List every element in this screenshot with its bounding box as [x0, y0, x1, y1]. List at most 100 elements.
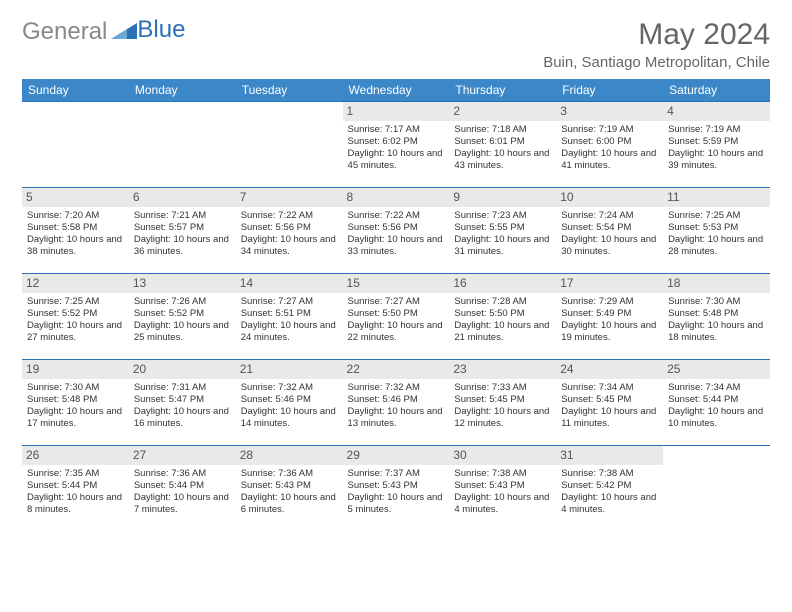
sunrise-text: Sunrise: 7:19 AM	[668, 124, 765, 136]
calendar-day-cell: 12Sunrise: 7:25 AMSunset: 5:52 PMDayligh…	[22, 274, 129, 360]
day-number: 1	[343, 102, 450, 121]
day-number: 18	[663, 274, 770, 293]
day-number: 10	[556, 188, 663, 207]
title-block: May 2024 Buin, Santiago Metropolitan, Ch…	[543, 18, 770, 71]
sunrise-text: Sunrise: 7:17 AM	[348, 124, 445, 136]
day-number: 9	[449, 188, 556, 207]
logo: General Blue	[22, 18, 185, 46]
sunset-text: Sunset: 5:50 PM	[454, 308, 551, 320]
daylight-text: Daylight: 10 hours and 41 minutes.	[561, 148, 658, 172]
weekday-header: Tuesday	[236, 79, 343, 102]
day-number: 20	[129, 360, 236, 379]
weekday-header: Friday	[556, 79, 663, 102]
sunrise-text: Sunrise: 7:38 AM	[561, 468, 658, 480]
sunrise-text: Sunrise: 7:30 AM	[668, 296, 765, 308]
daylight-text: Daylight: 10 hours and 45 minutes.	[348, 148, 445, 172]
sunrise-text: Sunrise: 7:18 AM	[454, 124, 551, 136]
sunrise-text: Sunrise: 7:31 AM	[134, 382, 231, 394]
sunrise-text: Sunrise: 7:20 AM	[27, 210, 124, 222]
day-number: 27	[129, 446, 236, 465]
header: General Blue May 2024 Buin, Santiago Met…	[22, 18, 770, 71]
sunrise-text: Sunrise: 7:36 AM	[241, 468, 338, 480]
daylight-text: Daylight: 10 hours and 16 minutes.	[134, 406, 231, 430]
calendar-day-cell: 11 Sunrise: 7:25 AMSunset: 5:53 PMDayligh…	[663, 188, 770, 274]
calendar-day-cell: 26Sunrise: 7:35 AMSunset: 5:44 PMDayligh…	[22, 446, 129, 532]
daylight-text: Daylight: 10 hours and 4 minutes.	[561, 492, 658, 516]
day-number: 5	[22, 188, 129, 207]
day-number: 25	[663, 360, 770, 379]
day-number: 4	[663, 102, 770, 121]
calendar-day-cell: 18Sunrise: 7:30 AMSunset: 5:48 PMDayligh…	[663, 274, 770, 360]
day-number: 11	[663, 188, 770, 207]
daylight-text: Daylight: 10 hours and 6 minutes.	[241, 492, 338, 516]
calendar-day-cell: 8Sunrise: 7:22 AMSunset: 5:56 PMDaylight…	[343, 188, 450, 274]
sunset-text: Sunset: 6:01 PM	[454, 136, 551, 148]
daylight-text: Daylight: 10 hours and 38 minutes.	[27, 234, 124, 258]
sunset-text: Sunset: 6:02 PM	[348, 136, 445, 148]
sunset-text: Sunset: 5:52 PM	[134, 308, 231, 320]
sunrise-text: Sunrise: 7:23 AM	[454, 210, 551, 222]
calendar-day-cell: 24Sunrise: 7:34 AMSunset: 5:45 PMDayligh…	[556, 360, 663, 446]
sunrise-text: Sunrise: 7:36 AM	[134, 468, 231, 480]
daylight-text: Daylight: 10 hours and 19 minutes.	[561, 320, 658, 344]
day-number: 22	[343, 360, 450, 379]
sunrise-text: Sunrise: 7:25 AM	[668, 210, 765, 222]
sunrise-text: Sunrise: 7:37 AM	[348, 468, 445, 480]
daylight-text: Daylight: 10 hours and 8 minutes.	[27, 492, 124, 516]
calendar-day-cell: 22Sunrise: 7:32 AMSunset: 5:46 PMDayligh…	[343, 360, 450, 446]
calendar-table: SundayMondayTuesdayWednesdayThursdayFrid…	[22, 79, 770, 532]
calendar-day-cell	[663, 446, 770, 532]
sunrise-text: Sunrise: 7:34 AM	[668, 382, 765, 394]
sunset-text: Sunset: 5:49 PM	[561, 308, 658, 320]
day-number: 19	[22, 360, 129, 379]
day-number: 23	[449, 360, 556, 379]
sunrise-text: Sunrise: 7:19 AM	[561, 124, 658, 136]
sunset-text: Sunset: 5:46 PM	[241, 394, 338, 406]
sunset-text: Sunset: 5:56 PM	[348, 222, 445, 234]
calendar-week-row: 26Sunrise: 7:35 AMSunset: 5:44 PMDayligh…	[22, 446, 770, 532]
sunset-text: Sunset: 5:44 PM	[134, 480, 231, 492]
sunrise-text: Sunrise: 7:25 AM	[27, 296, 124, 308]
day-number: 14	[236, 274, 343, 293]
calendar-day-cell: 5 Sunrise: 7:20 AMSunset: 5:58 PMDaylight…	[22, 188, 129, 274]
sunrise-text: Sunrise: 7:27 AM	[241, 296, 338, 308]
sunset-text: Sunset: 5:53 PM	[668, 222, 765, 234]
calendar-day-cell: 29Sunrise: 7:37 AMSunset: 5:43 PMDayligh…	[343, 446, 450, 532]
calendar-week-row: 1Sunrise: 7:17 AMSunset: 6:02 PMDaylight…	[22, 102, 770, 188]
calendar-day-cell: 16Sunrise: 7:28 AMSunset: 5:50 PMDayligh…	[449, 274, 556, 360]
sunset-text: Sunset: 5:43 PM	[454, 480, 551, 492]
location: Buin, Santiago Metropolitan, Chile	[543, 54, 770, 71]
sunset-text: Sunset: 5:44 PM	[668, 394, 765, 406]
sunset-text: Sunset: 5:50 PM	[348, 308, 445, 320]
day-number: 31	[556, 446, 663, 465]
daylight-text: Daylight: 10 hours and 10 minutes.	[668, 406, 765, 430]
sunset-text: Sunset: 5:43 PM	[241, 480, 338, 492]
daylight-text: Daylight: 10 hours and 13 minutes.	[348, 406, 445, 430]
calendar-day-cell: 7Sunrise: 7:22 AMSunset: 5:56 PMDaylight…	[236, 188, 343, 274]
sunset-text: Sunset: 5:58 PM	[27, 222, 124, 234]
calendar-day-cell	[129, 102, 236, 188]
day-number: 17	[556, 274, 663, 293]
calendar-day-cell: 28Sunrise: 7:36 AMSunset: 5:43 PMDayligh…	[236, 446, 343, 532]
sunset-text: Sunset: 5:56 PM	[241, 222, 338, 234]
calendar-day-cell: 6Sunrise: 7:21 AMSunset: 5:57 PMDaylight…	[129, 188, 236, 274]
daylight-text: Daylight: 10 hours and 14 minutes.	[241, 406, 338, 430]
sunrise-text: Sunrise: 7:22 AM	[348, 210, 445, 222]
calendar-day-cell: 30Sunrise: 7:38 AMSunset: 5:43 PMDayligh…	[449, 446, 556, 532]
sunset-text: Sunset: 5:59 PM	[668, 136, 765, 148]
daylight-text: Daylight: 10 hours and 5 minutes.	[348, 492, 445, 516]
calendar-day-cell: 14Sunrise: 7:27 AMSunset: 5:51 PMDayligh…	[236, 274, 343, 360]
sunrise-text: Sunrise: 7:38 AM	[454, 468, 551, 480]
weekday-header-row: SundayMondayTuesdayWednesdayThursdayFrid…	[22, 79, 770, 102]
daylight-text: Daylight: 10 hours and 17 minutes.	[27, 406, 124, 430]
calendar-day-cell: 4Sunrise: 7:19 AMSunset: 5:59 PMDaylight…	[663, 102, 770, 188]
weekday-header: Saturday	[663, 79, 770, 102]
daylight-text: Daylight: 10 hours and 28 minutes.	[668, 234, 765, 258]
sunrise-text: Sunrise: 7:35 AM	[27, 468, 124, 480]
day-number: 2	[449, 102, 556, 121]
sunrise-text: Sunrise: 7:21 AM	[134, 210, 231, 222]
daylight-text: Daylight: 10 hours and 36 minutes.	[134, 234, 231, 258]
daylight-text: Daylight: 10 hours and 7 minutes.	[134, 492, 231, 516]
day-number: 30	[449, 446, 556, 465]
weekday-header: Sunday	[22, 79, 129, 102]
